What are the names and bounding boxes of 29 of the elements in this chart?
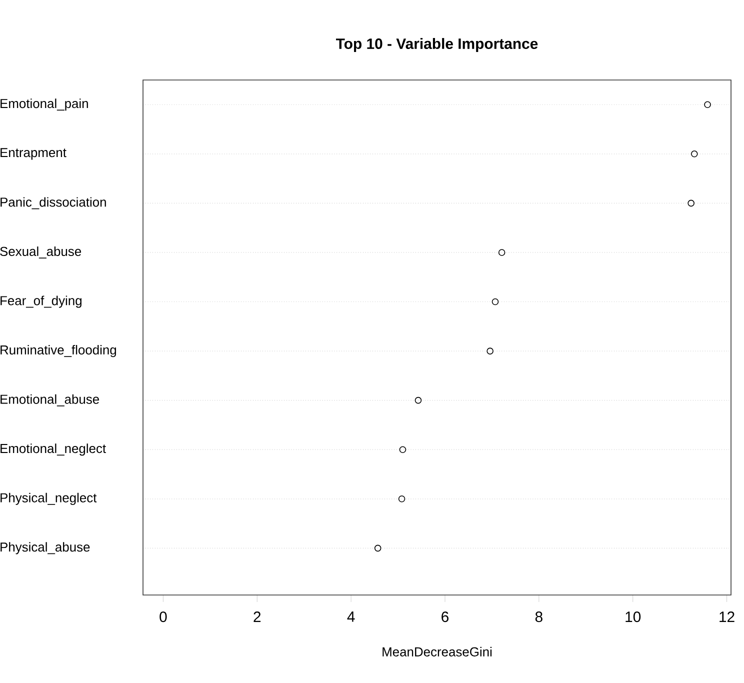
y-tick-label: Emotional_neglect (0, 444, 106, 456)
x-tick-label: 12 (720, 612, 734, 622)
y-tick-label: Emotional_abuse (0, 394, 100, 406)
y-tick-label: Sexual_abuse (0, 246, 82, 258)
x-tick-label: 2 (254, 612, 261, 622)
y-tick-label: Ruminative_flooding (0, 345, 116, 358)
point (398, 495, 406, 502)
point (414, 396, 422, 404)
point (486, 348, 494, 354)
x-tick-label: 10 (626, 612, 641, 622)
point (690, 150, 698, 158)
x-tick-label: 0 (160, 612, 167, 622)
x-tick-label: 4 (347, 612, 355, 622)
point (498, 249, 506, 256)
y-tick-label: Fear_of_dying (0, 296, 82, 308)
y-tick-label: Physical_abuse (0, 542, 90, 554)
point (704, 101, 711, 108)
y-tick-label: Physical_neglect (0, 492, 97, 505)
y-tick-label: Panic_dissociation (0, 197, 106, 210)
chart-title: Top 10 - Variable Importance (336, 38, 538, 52)
point (688, 200, 694, 207)
point (374, 544, 382, 552)
x-axis-title: MeanDecreaseGini (382, 646, 492, 656)
x-tick-label: 8 (535, 612, 542, 622)
point (492, 298, 499, 306)
point (399, 446, 406, 454)
y-tick-label: Emotional_pain (0, 98, 88, 111)
y-tick-label: Entrapment (0, 148, 66, 160)
x-tick-label: 6 (442, 612, 448, 622)
